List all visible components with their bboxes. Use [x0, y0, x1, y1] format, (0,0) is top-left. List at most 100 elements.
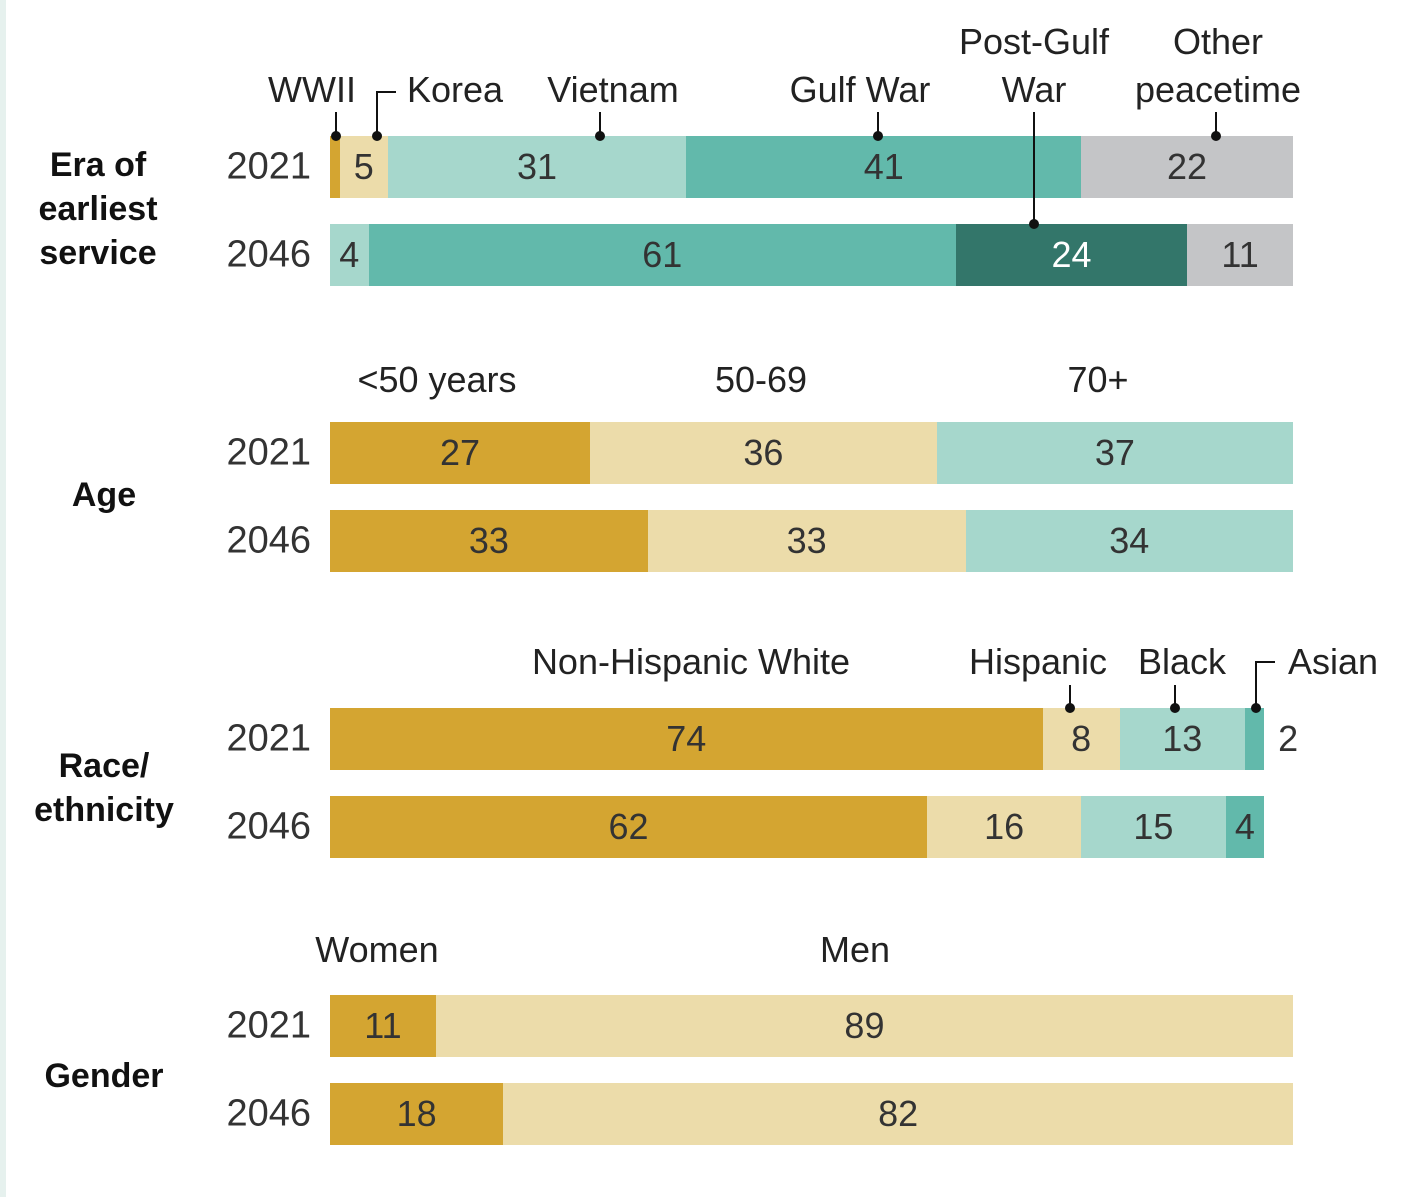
value-label: 89 [844, 1005, 885, 1046]
leader-line [599, 112, 601, 136]
value-label: 33 [468, 520, 509, 561]
series-label: Vietnam [547, 69, 679, 110]
year-label: 2046 [226, 805, 311, 848]
value-label: 61 [642, 234, 683, 275]
bar-segment [647, 510, 966, 572]
leader-dot [1211, 131, 1221, 141]
bar-segment [387, 136, 687, 198]
year-label: 2021 [226, 717, 311, 760]
year-label: 2046 [226, 1092, 311, 1135]
value-label: 36 [743, 432, 784, 473]
value-label: 74 [666, 718, 707, 759]
leader-line [1215, 112, 1217, 136]
value-label: 11 [364, 1005, 402, 1046]
leader-dot [873, 131, 883, 141]
leader-dot [1065, 703, 1075, 713]
value-label: 16 [984, 806, 1025, 847]
bar-segment [330, 995, 436, 1057]
bar-segment [1187, 224, 1293, 286]
bar-segment [368, 224, 956, 286]
bar-segment [330, 422, 590, 484]
series-label: <50 years [357, 359, 517, 400]
leader-dot [1251, 703, 1261, 713]
bar-segment [503, 1083, 1293, 1145]
bar-segment [1119, 708, 1245, 770]
value-label: 8 [1071, 718, 1092, 759]
value-label: 15 [1133, 806, 1174, 847]
value-label: 4 [1234, 806, 1255, 847]
series-label: Women [315, 929, 439, 970]
series-label: Gulf War [789, 69, 931, 110]
leader-dot [595, 131, 605, 141]
panel-title: Race/ ethnicity [34, 747, 174, 829]
value-label: 11 [1221, 234, 1259, 275]
bar-segment [1244, 708, 1265, 770]
bar-segment [330, 510, 648, 572]
leader-dot [1170, 703, 1180, 713]
bar-segment [435, 995, 1293, 1057]
value-label: 62 [608, 806, 649, 847]
leader-line [1069, 685, 1071, 708]
series-label: 70+ [1067, 359, 1129, 400]
bar-segment [955, 224, 1188, 286]
series-label: 50-69 [714, 359, 808, 400]
bar-segment [330, 708, 1043, 770]
leader-line [376, 91, 396, 93]
value-label: 41 [863, 146, 904, 187]
bar-segment [1081, 796, 1226, 858]
bar-segment [965, 510, 1293, 572]
value-label: 2 [1278, 718, 1299, 759]
series-label: Non-Hispanic White [531, 641, 851, 682]
series-label: Other peacetime [1134, 21, 1302, 110]
value-label: 27 [439, 432, 481, 473]
bar-segment [1042, 708, 1120, 770]
value-label: 13 [1162, 718, 1203, 759]
value-label: 22 [1167, 146, 1208, 187]
series-label: Asian [1287, 641, 1379, 682]
bar-segment [330, 136, 340, 198]
leader-line [1255, 662, 1257, 708]
panel-title: Era of earliest service [38, 146, 158, 272]
year-label: 2021 [226, 1004, 311, 1047]
bar-segment [686, 136, 1082, 198]
leader-line [335, 112, 337, 136]
series-label: Post-Gulf War [958, 21, 1110, 110]
leader-dot [1029, 219, 1039, 229]
leader-line [1174, 685, 1176, 708]
bar-segment [330, 224, 369, 286]
value-label: 4 [339, 234, 360, 275]
bar-segment [590, 422, 937, 484]
bar-segment [927, 796, 1082, 858]
year-label: 2021 [226, 431, 311, 474]
bar-segment [339, 136, 388, 198]
value-label: 18 [396, 1093, 437, 1134]
leader-line [877, 112, 879, 136]
panel-title: Gender [44, 1057, 164, 1095]
leader-line [1033, 112, 1035, 224]
leader-line [1255, 661, 1275, 663]
year-label: 2046 [226, 233, 311, 276]
bar-segment [1081, 136, 1293, 198]
bar-segment [1225, 796, 1265, 858]
value-label: 82 [878, 1093, 919, 1134]
leader-dot [372, 131, 382, 141]
panel-title: Age [71, 476, 137, 514]
value-label: 34 [1109, 520, 1150, 561]
bar-segment [936, 422, 1293, 484]
year-label: 2021 [226, 145, 311, 188]
value-label: 31 [517, 146, 558, 187]
series-label: Hispanic [968, 641, 1108, 682]
series-label: Black [1137, 641, 1227, 682]
value-label: 33 [786, 520, 827, 561]
leader-dot [331, 131, 341, 141]
series-label: Men [819, 929, 891, 970]
series-label: WWII [268, 69, 356, 110]
value-label: 37 [1094, 432, 1135, 473]
bar-segment [330, 796, 928, 858]
value-label: 5 [353, 146, 374, 187]
bar-segment [330, 1083, 504, 1145]
series-label: Korea [406, 69, 504, 110]
year-label: 2046 [226, 519, 311, 562]
leader-line [376, 92, 378, 136]
